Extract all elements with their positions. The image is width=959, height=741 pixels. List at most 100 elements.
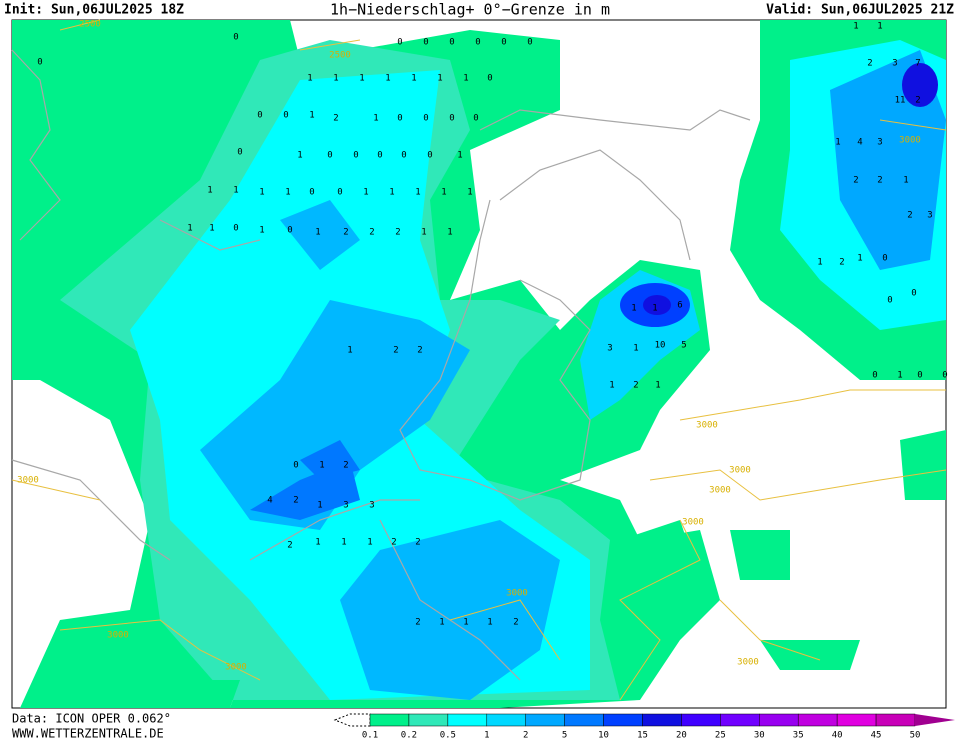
precip-value: 1 bbox=[363, 188, 368, 198]
colorbar-box bbox=[525, 713, 565, 727]
valid-time: Valid: Sun,06JUL2025 21Z bbox=[766, 3, 954, 18]
precip-value: 1 bbox=[467, 188, 472, 198]
isoline-label: 3000 bbox=[729, 466, 751, 476]
precip-value: 0 bbox=[257, 111, 262, 121]
precip-value: 0 bbox=[423, 114, 428, 124]
colorbar-label: 40 bbox=[832, 731, 843, 741]
precip-value: 1 bbox=[835, 138, 840, 148]
precip-value: 1 bbox=[341, 538, 346, 548]
colorbar-box bbox=[875, 713, 916, 727]
precip-value: 1 bbox=[903, 176, 908, 186]
precip-value: 1 bbox=[655, 381, 660, 391]
colorbar-arrow bbox=[915, 714, 955, 726]
isoline-label: 3000 bbox=[17, 476, 39, 486]
precip-value: 1 bbox=[285, 188, 290, 198]
precip-value: 2 bbox=[369, 228, 374, 238]
precip-value: 0 bbox=[427, 151, 432, 161]
isoline-label: 3000 bbox=[709, 486, 731, 496]
isoline-label: 3000 bbox=[899, 136, 921, 146]
precip-value: 1 bbox=[233, 186, 238, 196]
precip-value: 0 bbox=[887, 296, 892, 306]
precip-value: 4 bbox=[267, 496, 272, 506]
precip-value: 1 bbox=[367, 538, 372, 548]
colorbar-box bbox=[369, 713, 410, 727]
precip-value: 2 bbox=[333, 114, 338, 124]
colorbar-box bbox=[564, 713, 604, 727]
precip-area bbox=[902, 63, 938, 107]
init-time: Init: Sun,06JUL2025 18Z bbox=[4, 3, 184, 18]
precip-value: 1 bbox=[437, 74, 442, 84]
precip-value: 1 bbox=[487, 618, 492, 628]
colorbar-label: 2 bbox=[523, 731, 528, 741]
precip-value: 0 bbox=[501, 38, 506, 48]
precip-value: 2 bbox=[915, 96, 920, 106]
precip-value: 0 bbox=[487, 74, 492, 84]
colorbar-box bbox=[797, 713, 838, 727]
precip-value: 2 bbox=[633, 381, 638, 391]
precip-value: 0 bbox=[233, 33, 238, 43]
isoline-label: 3000 bbox=[696, 421, 718, 431]
precip-value: 1 bbox=[385, 74, 390, 84]
precip-value: 0 bbox=[449, 114, 454, 124]
colorbar-label: 0.2 bbox=[401, 731, 417, 741]
colorbar-box bbox=[720, 713, 760, 727]
precip-value: 0 bbox=[527, 38, 532, 48]
isoline-label: 3000 bbox=[682, 518, 704, 528]
precip-value: 1 bbox=[187, 224, 192, 234]
colorbar-box bbox=[642, 713, 682, 727]
precip-value: 0 bbox=[397, 38, 402, 48]
precip-value: 1 bbox=[411, 74, 416, 84]
isoline-label: 2500 bbox=[79, 20, 101, 30]
colorbar-label: 35 bbox=[793, 731, 804, 741]
isoline-label: 3000 bbox=[225, 663, 247, 673]
precip-value: 1 bbox=[259, 188, 264, 198]
precip-value: 0 bbox=[237, 148, 242, 158]
precip-value: 0 bbox=[283, 111, 288, 121]
isoline-label: 3000 bbox=[506, 589, 528, 599]
precip-value: 1 bbox=[817, 258, 822, 268]
precip-value: 1 bbox=[297, 151, 302, 161]
isoline-label: 2500 bbox=[329, 51, 351, 61]
map-title: 1h−Niederschlag+ 0°−Grenze in m bbox=[330, 1, 610, 19]
precip-value: 3 bbox=[877, 138, 882, 148]
precip-value: 1 bbox=[447, 228, 452, 238]
precip-value: 0 bbox=[401, 151, 406, 161]
precip-value: 1 bbox=[457, 151, 462, 161]
precip-value: 0 bbox=[882, 254, 887, 264]
precip-value: 1 bbox=[309, 111, 314, 121]
precip-value: 3 bbox=[892, 59, 897, 69]
colorbar-start bbox=[333, 713, 371, 727]
precip-value: 1 bbox=[315, 228, 320, 238]
precip-value: 0 bbox=[397, 114, 402, 124]
precip-value: 1 bbox=[652, 304, 657, 314]
precip-value: 2 bbox=[287, 541, 292, 551]
precip-value: 1 bbox=[259, 226, 264, 236]
colorbar-label: 45 bbox=[871, 731, 882, 741]
precip-value: 0 bbox=[37, 58, 42, 68]
precip-value: 1 bbox=[857, 254, 862, 264]
precip-value: 3 bbox=[927, 211, 932, 221]
precip-value: 0 bbox=[327, 151, 332, 161]
precip-value: 0 bbox=[917, 371, 922, 381]
colorbar-label: 0.5 bbox=[440, 731, 456, 741]
colorbar-label: 20 bbox=[676, 731, 687, 741]
precip-value: 0 bbox=[293, 461, 298, 471]
precip-value: 1 bbox=[307, 74, 312, 84]
precip-value: 2 bbox=[343, 461, 348, 471]
data-source: Data: ICON OPER 0.062° bbox=[12, 712, 171, 726]
precip-value: 0 bbox=[423, 38, 428, 48]
precip-value: 1 bbox=[463, 618, 468, 628]
precip-area bbox=[250, 440, 360, 520]
precip-value: 3 bbox=[607, 344, 612, 354]
precip-value: 2 bbox=[415, 618, 420, 628]
colorbar-label: 5 bbox=[562, 731, 567, 741]
precip-value: 2 bbox=[513, 618, 518, 628]
freezing-level-isoline bbox=[11, 19, 947, 701]
colorbar-box bbox=[603, 713, 643, 727]
precip-value: 2 bbox=[343, 228, 348, 238]
precip-value: 0 bbox=[287, 226, 292, 236]
precip-value: 0 bbox=[449, 38, 454, 48]
precip-value: 1 bbox=[439, 618, 444, 628]
precip-value: 5 bbox=[681, 341, 686, 351]
